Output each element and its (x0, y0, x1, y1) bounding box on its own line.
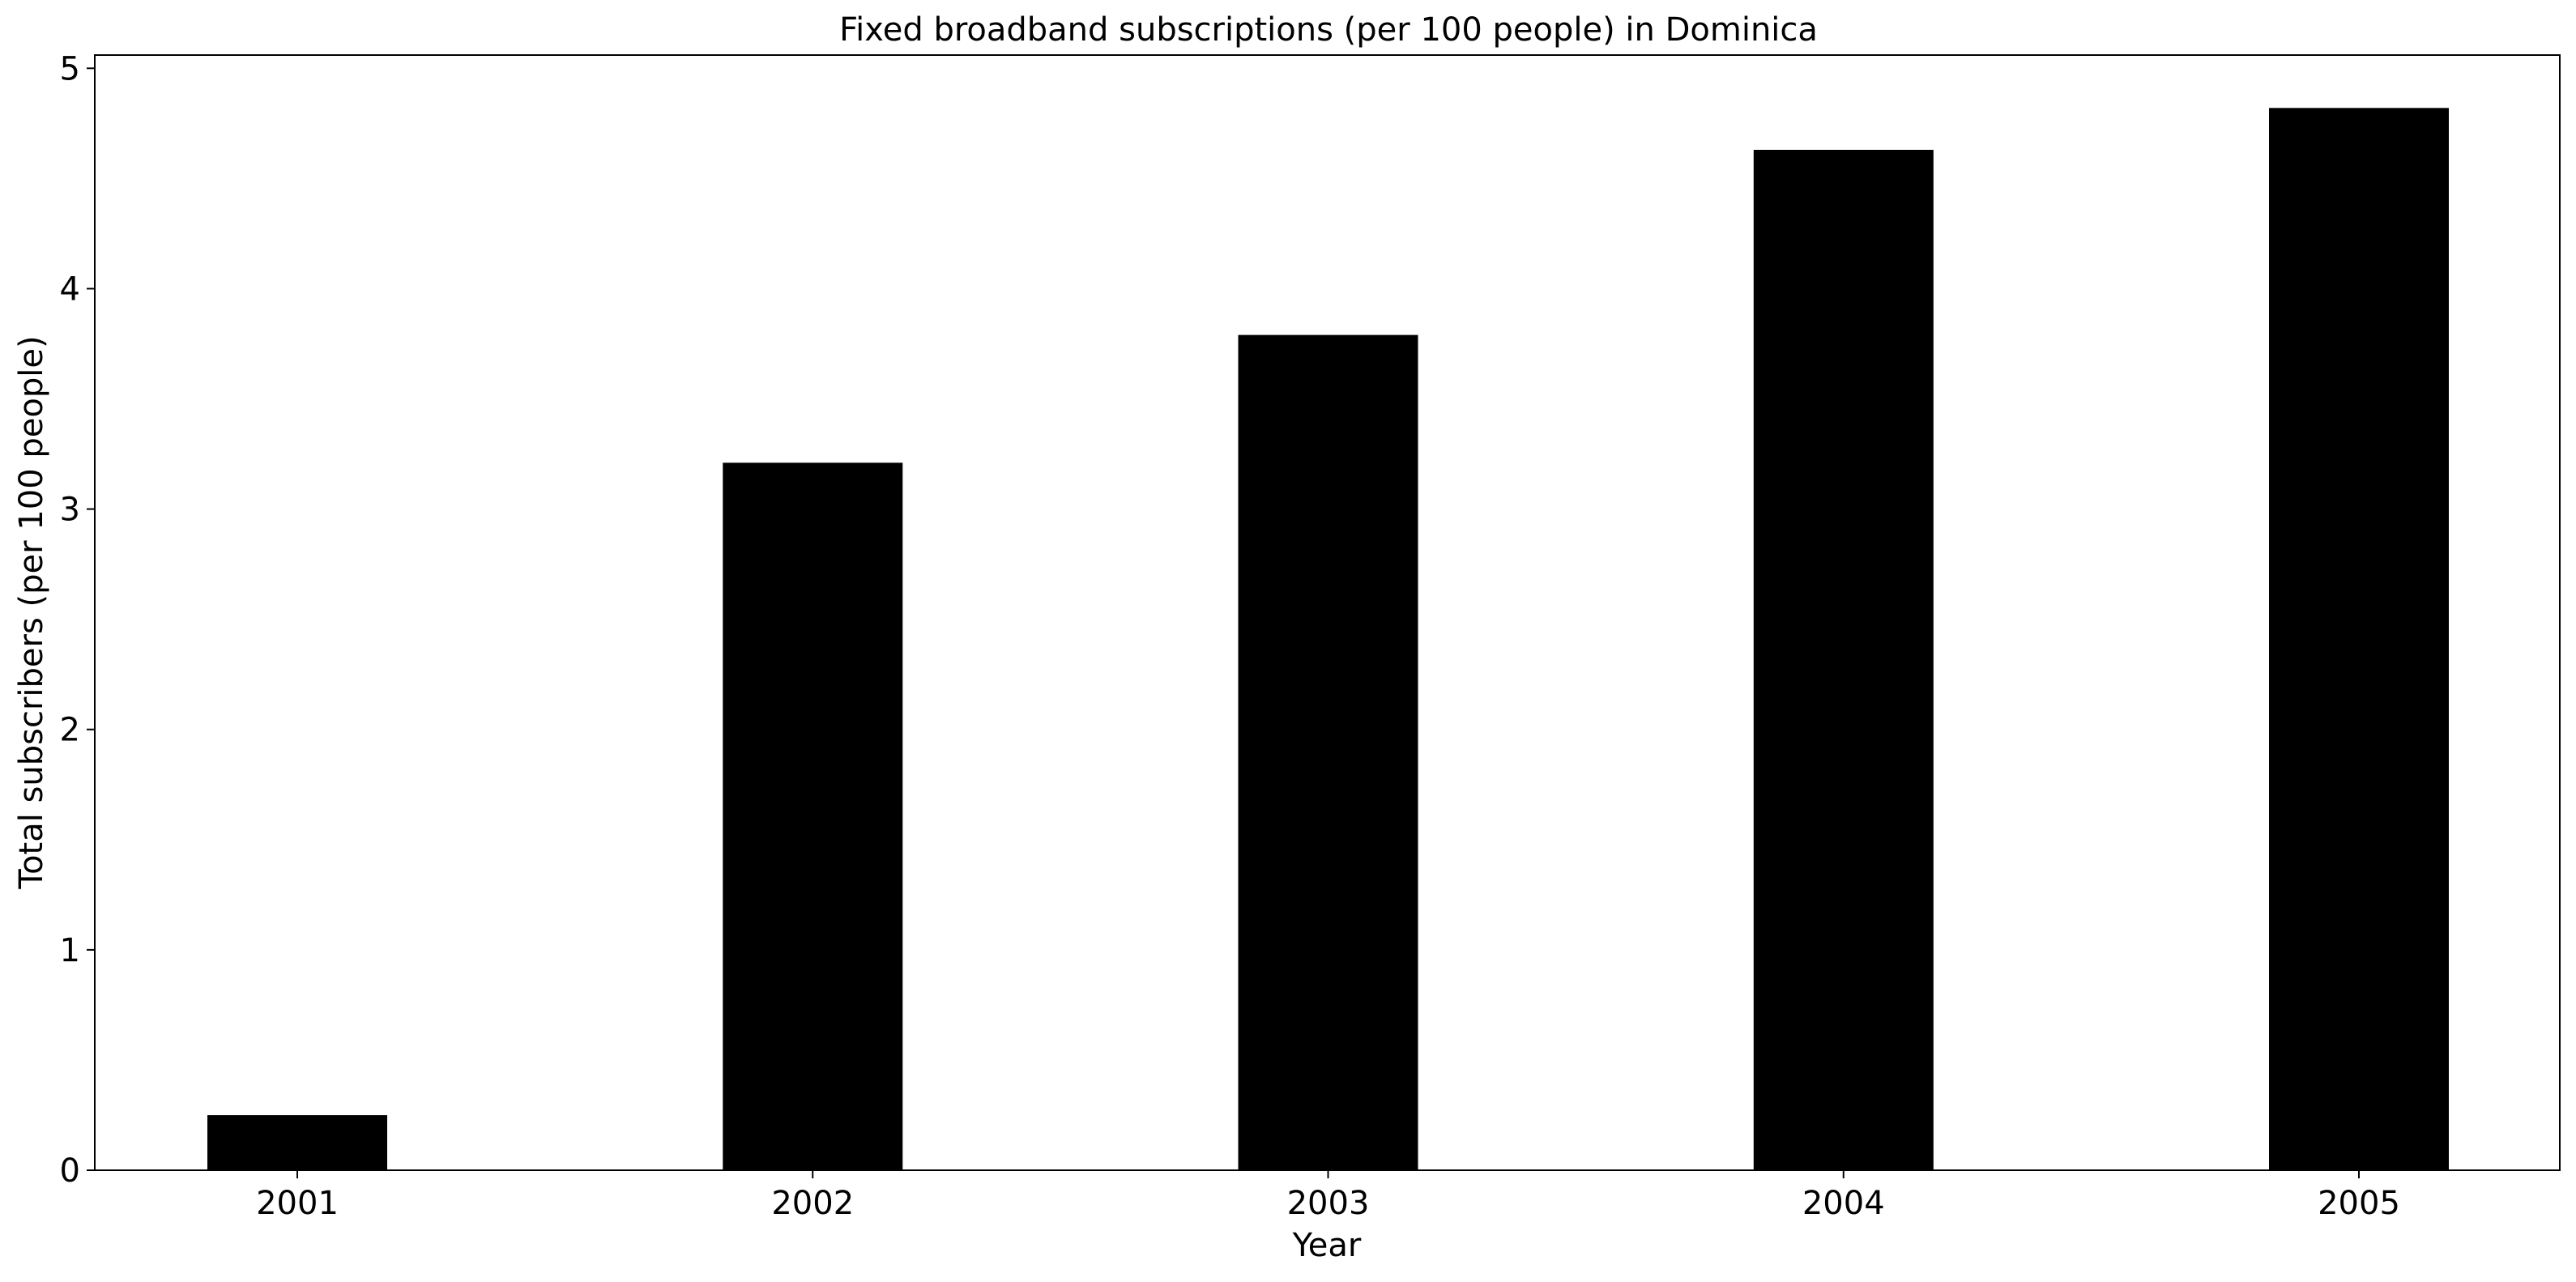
y-tick-label: 3 (60, 492, 80, 529)
y-tick-label: 0 (60, 1152, 80, 1190)
plot-frame (94, 54, 2561, 1171)
bar-2002 (723, 462, 903, 1170)
x-tick-label: 2002 (771, 1185, 854, 1222)
y-tick-label: 2 (60, 712, 80, 749)
y-tick-label: 5 (60, 50, 80, 87)
bar-2004 (1753, 150, 1934, 1170)
chart-title: Fixed broadband subscriptions (per 100 p… (839, 11, 1818, 49)
bar-2003 (1238, 334, 1418, 1171)
x-axis-ticks: 2001 2002 2003 2004 2005 (256, 1170, 2400, 1222)
y-axis-ticks: 0 1 2 3 4 5 (60, 50, 95, 1190)
x-tick-label: 2005 (2318, 1185, 2400, 1222)
y-axis-label: Total subscribers (per 100 people) (13, 335, 50, 889)
bar-2005 (2269, 108, 2449, 1170)
bars-layer (207, 108, 2449, 1171)
x-tick-label: 2001 (256, 1185, 339, 1222)
bar-2001 (207, 1115, 387, 1170)
x-tick-label: 2003 (1287, 1185, 1370, 1222)
y-tick-label: 4 (60, 270, 80, 308)
x-tick-label: 2004 (1802, 1185, 1885, 1222)
y-tick-label: 1 (60, 932, 80, 969)
x-axis-label: Year (1292, 1227, 1362, 1264)
